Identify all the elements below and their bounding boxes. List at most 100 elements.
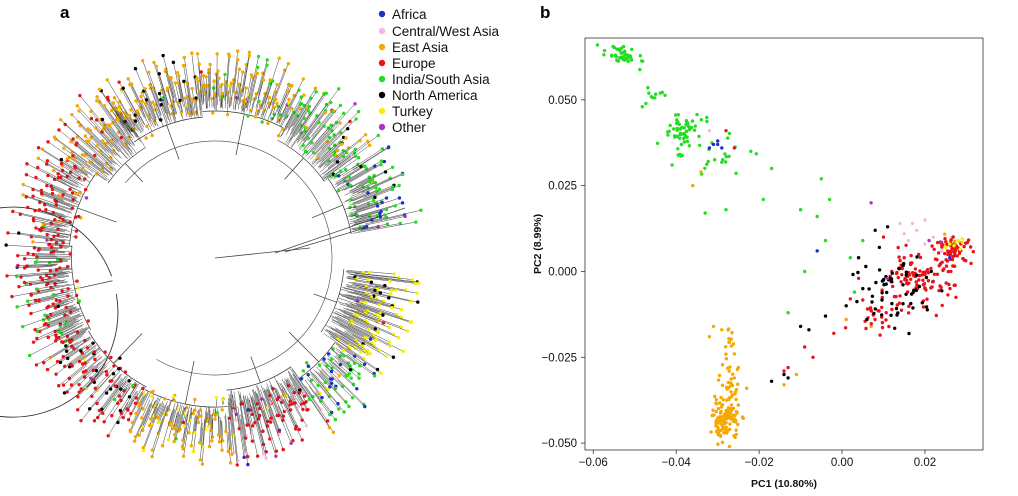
data-point (939, 249, 944, 253)
data-point (723, 420, 727, 425)
data-point (844, 317, 848, 322)
data-point (675, 121, 679, 126)
data-point (936, 240, 940, 245)
legend-item-east-asia: East Asia (378, 40, 449, 55)
data-point (929, 266, 933, 271)
series-east-asia (691, 170, 963, 449)
data-point (729, 403, 734, 407)
data-point (695, 112, 699, 117)
data-point (832, 331, 836, 335)
legend-label-india-south-asia: India/South Asia (392, 72, 490, 87)
data-point (923, 218, 927, 222)
data-point (954, 295, 958, 299)
data-point (949, 269, 953, 274)
data-point (692, 128, 697, 132)
data-point (902, 232, 906, 236)
data-point (726, 406, 731, 410)
data-point (699, 118, 703, 122)
data-point (888, 276, 892, 280)
data-point (782, 372, 786, 377)
data-point (948, 286, 952, 291)
data-point (716, 139, 720, 143)
data-point (726, 328, 730, 332)
data-point (717, 373, 722, 378)
data-point (872, 311, 876, 316)
data-point (725, 398, 729, 402)
data-point (827, 197, 832, 202)
data-point (720, 160, 724, 164)
data-point (685, 139, 690, 144)
data-point (727, 131, 732, 136)
data-point (913, 267, 918, 271)
data-point (621, 44, 626, 49)
data-point (964, 241, 968, 245)
data-point (909, 253, 913, 258)
data-point (724, 345, 728, 349)
data-point (902, 256, 906, 260)
data-point (873, 317, 877, 322)
data-point (719, 428, 723, 432)
data-point (769, 166, 774, 171)
x-axis-ticks: −0.06 −0.04 −0.02 0.00 0.02 (579, 450, 936, 469)
data-point (733, 418, 738, 422)
data-point (892, 294, 897, 299)
data-point (856, 270, 860, 275)
data-point (923, 242, 927, 246)
data-point (951, 235, 955, 239)
data-point (921, 283, 926, 287)
data-point (667, 129, 671, 133)
scatter-points (595, 43, 975, 449)
data-point (851, 272, 855, 277)
legend-swatch-north-america (378, 91, 386, 99)
data-point (944, 264, 949, 268)
data-point (944, 240, 948, 244)
data-point (865, 317, 869, 322)
data-point (927, 238, 931, 243)
data-point (890, 307, 894, 312)
data-point (610, 54, 614, 58)
data-point (906, 311, 911, 315)
data-point (614, 55, 618, 59)
data-point (900, 266, 904, 271)
data-point (925, 268, 930, 272)
data-point (640, 59, 645, 63)
data-point (880, 325, 885, 330)
data-point (848, 297, 852, 301)
data-point (969, 245, 973, 249)
data-point (713, 158, 717, 162)
data-point (727, 444, 732, 449)
data-point (960, 237, 964, 241)
data-point (676, 113, 680, 117)
data-point (794, 372, 799, 377)
legend-swatch-india-south-asia (378, 75, 386, 83)
data-point (707, 146, 712, 150)
data-point (736, 382, 740, 386)
data-point (725, 387, 729, 391)
data-point (889, 313, 893, 317)
data-point (935, 258, 939, 262)
data-point (728, 411, 733, 415)
data-point (904, 292, 908, 296)
data-point (960, 240, 964, 244)
data-point (929, 286, 933, 290)
data-point (944, 258, 948, 262)
data-point (956, 238, 960, 243)
data-point (917, 273, 922, 278)
data-point (940, 260, 944, 264)
data-point (944, 281, 948, 285)
series-europe (724, 129, 975, 373)
data-point (911, 290, 915, 295)
data-point (718, 415, 722, 419)
data-point (640, 105, 644, 109)
data-point (675, 134, 679, 139)
data-point (807, 328, 811, 332)
data-point (926, 279, 931, 283)
data-point (720, 383, 725, 387)
data-point (918, 255, 923, 260)
data-point (856, 276, 861, 280)
data-point (615, 47, 619, 51)
data-point (731, 406, 736, 411)
x-tick-label: −0.06 (579, 457, 608, 469)
data-point (623, 49, 627, 53)
data-point (958, 247, 962, 251)
